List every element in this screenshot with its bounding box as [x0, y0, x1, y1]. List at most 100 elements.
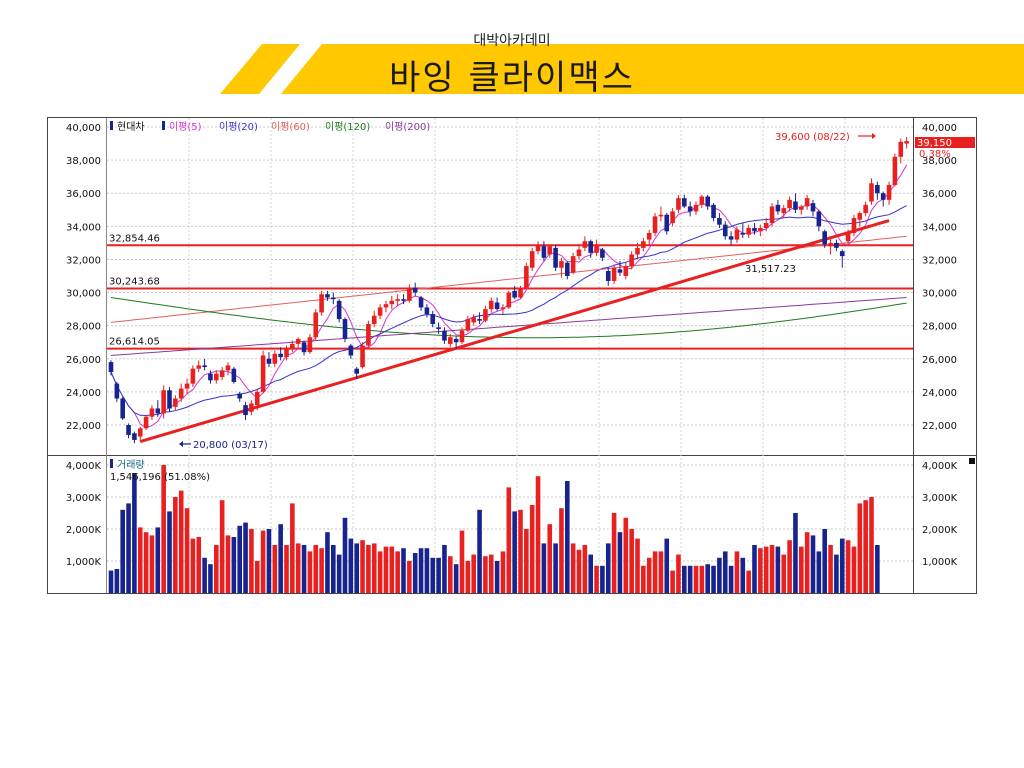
volume-bar — [483, 556, 488, 593]
candle-body — [325, 294, 330, 298]
volume-bar — [763, 546, 769, 593]
candle-body — [635, 247, 640, 255]
volume-bar — [752, 545, 757, 593]
ma60-line — [110, 235, 907, 323]
ma200-line — [110, 297, 907, 356]
volume-bar — [383, 546, 389, 593]
candle-body — [225, 365, 231, 371]
volume-tick-left: 2,000K — [66, 525, 102, 536]
volume-bar — [266, 529, 272, 593]
volume-bar — [641, 565, 646, 593]
candle-body — [576, 249, 582, 257]
volume-bar — [869, 497, 874, 593]
candle-body — [676, 198, 681, 210]
volume-bars — [108, 465, 880, 593]
legend-ma200: 이평(200) — [385, 121, 430, 133]
candle-body — [488, 300, 494, 310]
volume-bar — [360, 540, 365, 593]
candle-body — [190, 368, 196, 384]
price-tick-left: 26,000 — [66, 355, 101, 366]
legend: 현대차 이평(5) 이평(20) 이평(60) 이평(120) 이평(200) — [110, 121, 430, 133]
candle-body — [137, 428, 143, 437]
candle-body — [430, 314, 436, 325]
price-tick-right: 38,000 — [922, 156, 957, 167]
volume-bar — [208, 564, 213, 593]
volume-bar — [448, 556, 453, 593]
panel-settings-icon[interactable] — [969, 458, 975, 464]
volume-bar — [167, 511, 172, 593]
candle-body — [155, 408, 161, 414]
volume-bar — [325, 532, 330, 593]
volume-bar — [500, 551, 506, 593]
volume-bar — [254, 561, 260, 593]
legend-ma-swatch — [162, 121, 165, 130]
candle-body — [863, 204, 868, 214]
candle-body — [781, 208, 787, 214]
candle-body — [254, 391, 260, 406]
support-annotation: 31,517.23 — [745, 264, 796, 275]
volume-bar — [319, 548, 324, 593]
volume-bar — [202, 557, 207, 593]
candle-body — [214, 373, 219, 381]
candle-body — [178, 388, 184, 399]
volume-bar — [143, 532, 149, 593]
candle-body — [594, 244, 599, 253]
candle-body — [892, 156, 898, 185]
volume-bar — [746, 570, 751, 593]
volume-bar — [588, 554, 593, 593]
volume-bar — [582, 545, 588, 593]
candle-body — [799, 206, 804, 210]
candle-body — [611, 267, 617, 281]
volume-bar — [699, 565, 705, 593]
volume-bar — [290, 503, 295, 593]
candle-body — [641, 241, 646, 248]
candle-body — [173, 398, 178, 407]
volume-bar — [652, 551, 658, 593]
volume-bar — [260, 530, 266, 593]
price-tick-left: 34,000 — [66, 222, 101, 233]
volume-bar — [687, 565, 693, 593]
candle-body — [278, 353, 283, 358]
volume-bar — [366, 545, 371, 593]
high-annotation-arrowhead — [872, 133, 876, 139]
volume-bar — [214, 545, 219, 593]
volume-bar — [401, 548, 406, 593]
candle-body — [746, 227, 751, 235]
candle-body — [336, 300, 342, 320]
candle-body — [149, 408, 155, 417]
low-annotation: 20,800 (03/17) — [193, 440, 268, 451]
volume-bar — [787, 540, 792, 593]
candle-body — [243, 405, 248, 416]
candle-body — [682, 198, 687, 207]
candle-body — [834, 242, 839, 248]
volume-bar — [553, 543, 558, 593]
volume-bar — [301, 545, 307, 593]
volume-bar — [863, 500, 868, 593]
volume-bar — [424, 548, 430, 593]
banner-stripe — [259, 44, 322, 94]
candle-body — [448, 337, 453, 344]
volume-bar — [295, 543, 301, 593]
volume-bar — [120, 509, 125, 593]
volume-bar — [512, 511, 517, 593]
volume-bar — [781, 554, 787, 593]
volume-bar — [629, 529, 634, 593]
volume-bar — [430, 557, 436, 593]
legend-ma20: 이평(20) — [219, 121, 258, 133]
candle-body — [658, 214, 664, 217]
volume-bar — [219, 500, 225, 593]
volume-legend-label: 거래량 — [117, 459, 145, 471]
volume-bar — [799, 546, 804, 593]
volume-bar — [717, 557, 722, 593]
price-tick-right: 30,000 — [922, 289, 957, 300]
candle-body — [605, 271, 611, 281]
candle-body — [453, 338, 459, 343]
candle-body — [284, 348, 289, 358]
candle-body — [722, 224, 728, 237]
candle-body — [600, 249, 605, 258]
volume-bar — [775, 546, 781, 593]
candle-body — [383, 304, 389, 308]
volume-bar — [494, 561, 500, 593]
candle-body — [752, 227, 757, 232]
